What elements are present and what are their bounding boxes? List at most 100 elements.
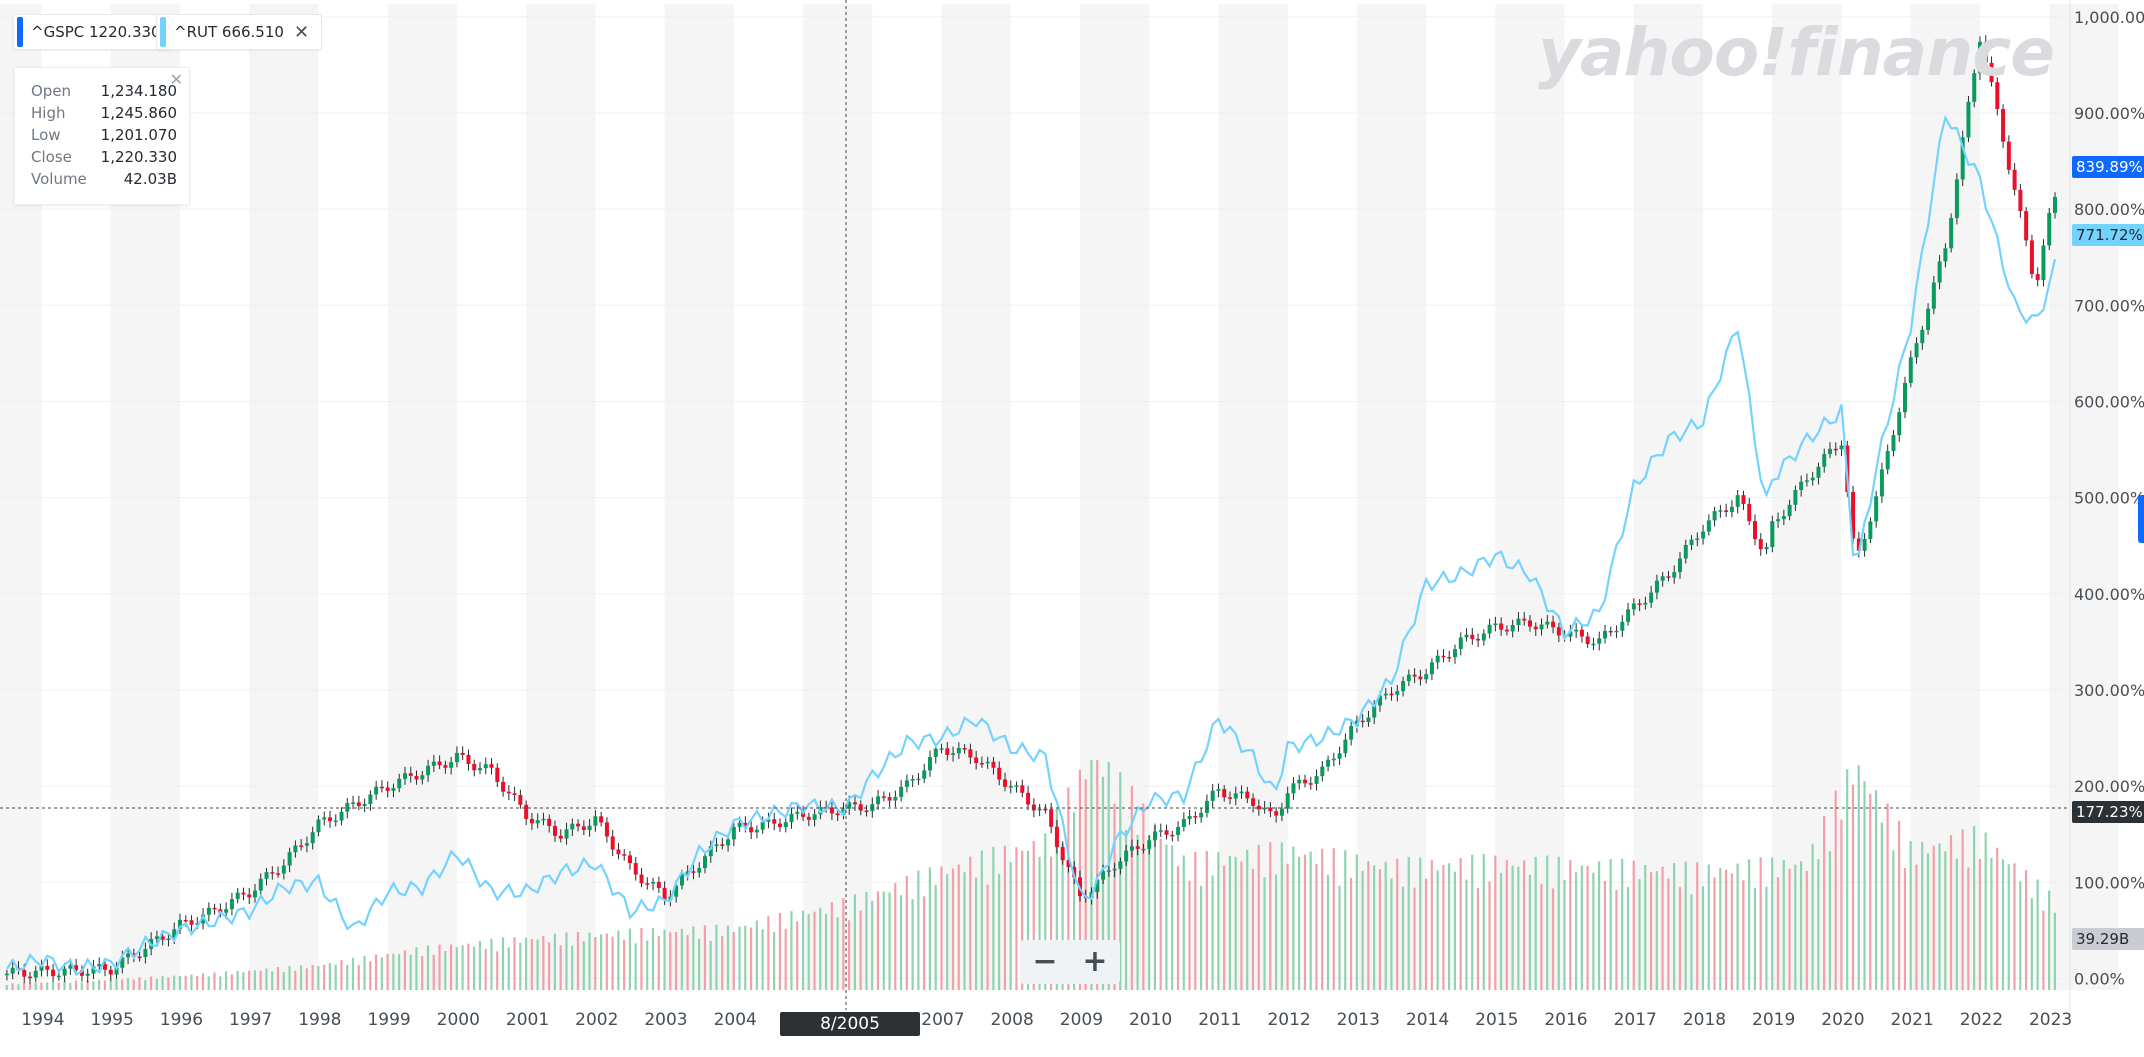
candle-body xyxy=(368,794,373,805)
candle-body xyxy=(1793,489,1798,505)
volume-bar xyxy=(438,944,441,990)
volume-bar xyxy=(565,932,568,990)
candle-body xyxy=(4,973,9,976)
legend-rut[interactable]: ^RUT 666.510 ✕ xyxy=(156,14,323,50)
candle-body xyxy=(778,823,782,828)
volume-bar xyxy=(1298,856,1301,990)
candle-body xyxy=(570,823,575,830)
candle-body xyxy=(1666,576,1671,578)
candle-body xyxy=(1718,510,1723,512)
volume-bar xyxy=(2007,864,2010,990)
candle-body xyxy=(501,781,506,792)
volume-bar xyxy=(282,972,285,990)
candle-body xyxy=(1210,790,1215,801)
volume-bar xyxy=(721,936,724,990)
candle-body xyxy=(420,775,425,780)
volume-bar xyxy=(294,970,297,990)
volume-bar xyxy=(276,967,280,990)
candle-body xyxy=(1447,656,1452,659)
candle-body xyxy=(1522,618,1527,621)
volume-bar xyxy=(363,955,366,990)
volume-bar xyxy=(1696,862,1699,990)
volume-bar xyxy=(1690,894,1693,990)
volume-bar xyxy=(1678,887,1681,990)
grid-lines xyxy=(0,0,2071,1020)
candle-body xyxy=(28,976,32,979)
candle-body xyxy=(1441,655,1446,658)
volume-bar xyxy=(1765,886,1768,990)
volume-bar xyxy=(628,928,631,990)
candle-body xyxy=(206,907,211,915)
candle-body xyxy=(881,796,886,798)
volume-bar xyxy=(1280,842,1283,990)
volume-bar xyxy=(576,931,580,990)
x-tick-label: 2016 xyxy=(1544,1010,1587,1030)
volume-bar xyxy=(709,940,712,990)
candle-body xyxy=(789,813,794,823)
candle-body xyxy=(1020,785,1025,793)
candle-body xyxy=(201,914,206,924)
volume-bar xyxy=(173,975,176,990)
candle-body xyxy=(651,881,656,884)
crosshair xyxy=(0,0,2070,1010)
volume-bar xyxy=(1234,856,1237,990)
volume-bar xyxy=(1569,860,1572,990)
x-tick-label: 1996 xyxy=(160,1010,203,1030)
volume-bar xyxy=(1886,803,1889,990)
volume-bar xyxy=(1805,870,1808,990)
candle-body xyxy=(195,923,200,925)
candle-body xyxy=(270,872,275,874)
yahoo-finance-watermark: yahoo!finance xyxy=(1538,14,2055,91)
year-band xyxy=(249,4,319,990)
legend-gspc[interactable]: ^GSPC 1220.330 xyxy=(13,14,172,50)
volume-bar xyxy=(219,976,222,990)
right-scroll-handle[interactable] xyxy=(2138,495,2144,543)
candle-body xyxy=(1314,776,1319,784)
candle-body xyxy=(1753,521,1757,540)
candle-body xyxy=(1810,477,1815,481)
volume-bar xyxy=(2024,870,2028,990)
volume-bar xyxy=(1771,857,1774,990)
candle-body xyxy=(812,814,817,820)
candle-body xyxy=(1181,819,1186,827)
volume-bar xyxy=(957,864,960,990)
close-icon[interactable]: ✕ xyxy=(293,21,310,43)
x-tick-label: 2012 xyxy=(1267,1010,1310,1030)
volume-bar xyxy=(594,937,597,990)
volume-bar xyxy=(271,971,274,990)
volume-bar xyxy=(1286,863,1289,990)
candle-body xyxy=(2029,240,2034,275)
close-icon[interactable]: ✕ xyxy=(169,70,183,89)
candle-body xyxy=(1279,808,1284,816)
candle-body xyxy=(547,818,552,826)
candle-body xyxy=(1528,620,1532,627)
zoom-in-button[interactable]: + xyxy=(1082,944,1108,979)
volume-bar xyxy=(132,979,135,990)
volume-bar xyxy=(392,953,395,990)
candle-body xyxy=(674,885,679,897)
volume-bar xyxy=(530,939,533,990)
volume-bar xyxy=(686,935,689,990)
ohlc-table: Open 1,234.180 High 1,245.860 Low 1,201.070… xyxy=(31,80,177,190)
candle-body xyxy=(2006,141,2011,170)
x-tick-label: 2014 xyxy=(1406,1010,1449,1030)
gspc-last-tag: 839.89% xyxy=(2072,156,2144,178)
candle-body xyxy=(143,948,148,957)
candle-body xyxy=(1106,870,1111,872)
candle-body xyxy=(333,820,338,823)
volume-bar xyxy=(1655,871,1658,990)
candle-body xyxy=(599,816,604,823)
volume-bar xyxy=(1153,823,1156,990)
volume-bar xyxy=(1632,860,1635,990)
volume-bar xyxy=(2053,912,2056,990)
zoom-out-button[interactable]: − xyxy=(1032,944,1058,979)
volume-bar xyxy=(242,972,245,990)
candle-body xyxy=(85,973,90,976)
candle-body xyxy=(1822,454,1827,467)
candle-body xyxy=(1603,630,1607,639)
volume-bar xyxy=(732,931,735,990)
x-tick-label: 2007 xyxy=(921,1010,964,1030)
candle-body xyxy=(1222,789,1227,798)
volume-bar xyxy=(2030,898,2033,990)
